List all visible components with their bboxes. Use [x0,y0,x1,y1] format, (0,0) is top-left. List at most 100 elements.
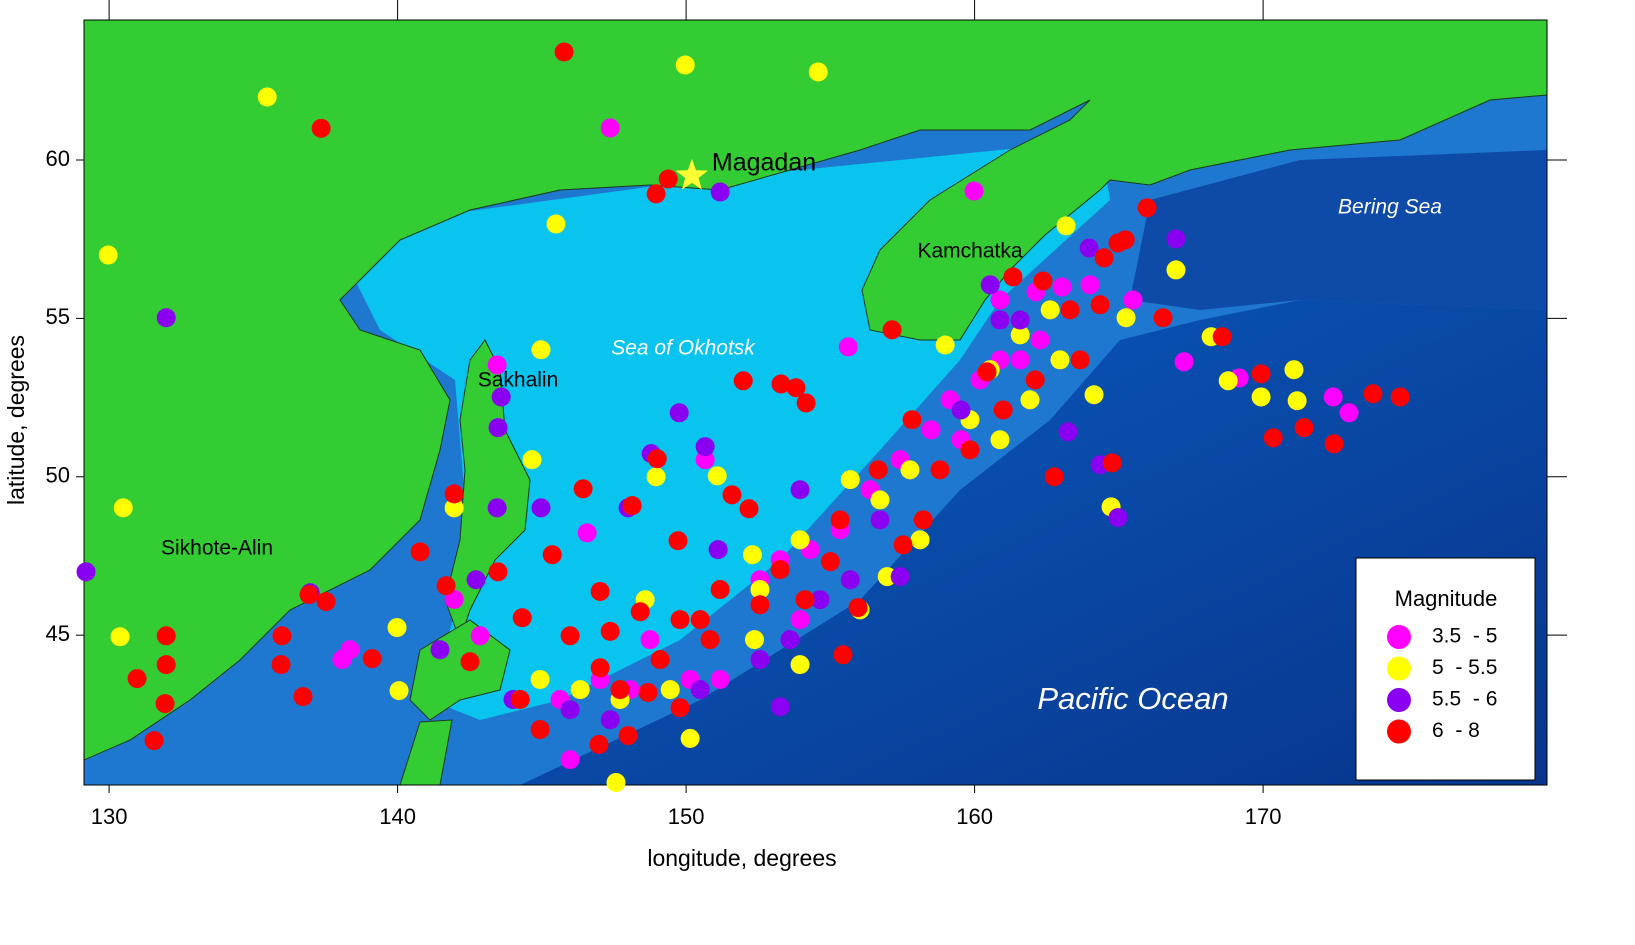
map-label: Sea of Okhotsk [611,337,756,360]
earthquake [1056,216,1076,236]
earthquake [113,498,133,518]
earthquake [1033,271,1053,291]
earthquake [658,169,678,189]
earthquake [436,576,456,596]
earthquake [1030,330,1050,350]
earthquake [1094,248,1114,268]
earthquake [491,387,511,407]
landmark-label: Magadan [712,148,816,176]
earthquake [606,772,626,792]
earthquake [790,530,810,550]
earthquake [1123,290,1143,310]
earthquake [560,700,580,720]
earthquake [530,720,550,740]
earthquake [733,371,753,391]
earthquake [577,523,597,543]
legend-title: Magnitude [1395,586,1498,611]
earthquake [311,118,331,138]
bering-deep [1130,150,1547,310]
earthquake [833,645,853,665]
earthquake [76,562,96,582]
earthquake [913,510,933,530]
earthquake [389,681,409,701]
earthquake [670,610,690,630]
earthquake [670,698,690,718]
earthquakes: Sea of Okhotsk Kamchatka Bering Sea Sakhali… [76,42,1442,792]
earthquake [930,460,950,480]
earthquake [1287,391,1307,411]
earthquake [1040,300,1060,320]
earthquake [910,530,930,550]
earthquake [893,535,913,555]
earthquake [750,650,770,670]
earthquake [1079,238,1099,258]
earthquake [840,470,860,490]
legend: Magnitude 3.5 - 5 5 - 5.5 5.5 - 6 6 - 8 [1355,557,1536,781]
earthquake [257,87,277,107]
earthquake [650,650,670,670]
earthquake [669,403,689,423]
earthquake [589,734,609,754]
axis-ticks: 130 140 150 160 170 45 50 55 60 [46,0,1567,829]
earthquake [796,393,816,413]
earthquake [708,540,728,560]
earthquake [510,689,530,709]
earthquake [675,55,695,75]
earthquake [1020,390,1040,410]
earthquake [660,680,680,700]
pacific-deep [520,300,1547,785]
earthquake [646,467,666,487]
earthquake [820,552,840,572]
earthquake [640,630,660,650]
earthquake [1324,434,1344,454]
earthquake [1284,360,1304,380]
mainland [84,20,1547,761]
earthquake [600,710,620,730]
earthquake [573,479,593,499]
earthquake [877,567,897,587]
earthquake [830,510,850,530]
earthquake [272,626,292,646]
earthquake [935,335,955,355]
x-tick-label: 150 [668,804,705,829]
earthquake [902,410,922,430]
earthquake [1084,385,1104,405]
earthquake [600,621,620,641]
earthquake [1010,325,1030,345]
earthquake [1115,230,1135,250]
earthquake [560,750,580,770]
earthquake [1323,387,1343,407]
earthquake [1251,387,1271,407]
earthquake [786,378,806,398]
earthquake [590,658,610,678]
earthquake [993,400,1013,420]
earthquake [1060,300,1080,320]
earthquake [618,726,638,746]
earthquake [722,485,742,505]
earthquake [980,275,1000,295]
earthquake [750,595,770,615]
earthquake [1010,350,1030,370]
y-axis-label: latitude, degrees [3,335,29,505]
x-tick-label: 130 [91,804,128,829]
legend-swatch [1387,719,1411,744]
earthquake [630,602,650,622]
earthquake [960,440,980,460]
earthquake [531,498,551,518]
honshu [399,719,453,785]
earthquake [795,590,815,610]
earthquake [838,337,858,357]
earthquake [271,655,291,675]
x-tick-label: 160 [956,804,993,829]
earthquake [600,118,620,138]
earthquake [790,655,810,675]
earthquake [362,649,382,669]
earthquake [512,608,532,628]
earthquake [98,245,118,265]
map-label: Sakhalin [478,369,559,392]
earthquake [870,490,890,510]
legend-swatch [1387,688,1411,712]
earthquake [127,669,147,689]
earthquake [487,498,507,518]
